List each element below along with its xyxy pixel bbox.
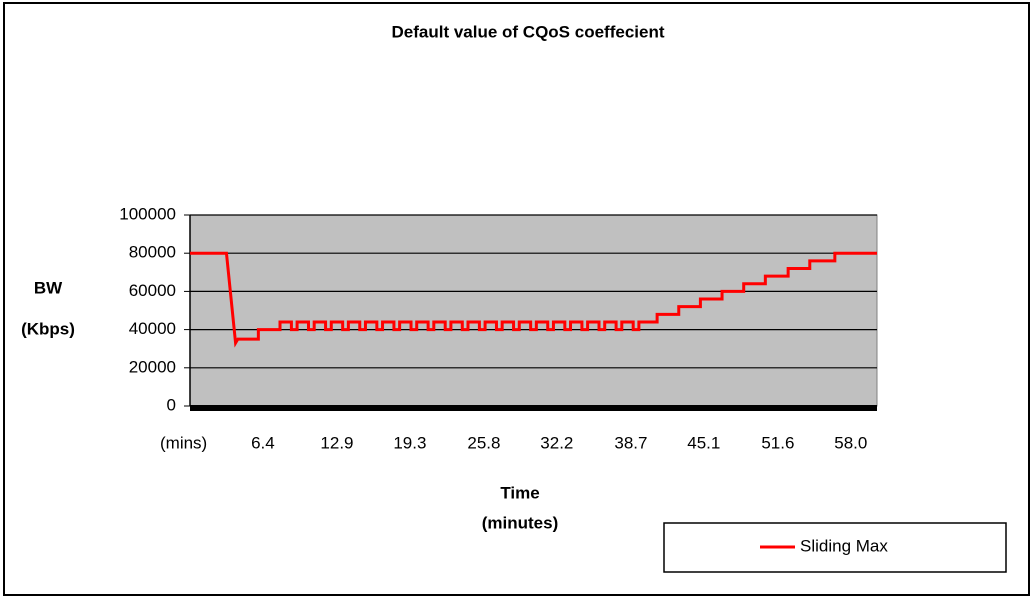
y-tick-label: 20000 <box>129 357 176 376</box>
x-tick-label: 45.1 <box>687 433 720 452</box>
x-tick-label: 38.7 <box>614 433 647 452</box>
x-tick-label: 25.8 <box>467 433 500 452</box>
x-tick-label: 51.6 <box>761 433 794 452</box>
x-tick-label: 19.3 <box>393 433 426 452</box>
x-axis-label: Time <box>500 483 539 502</box>
y-tick-label: 0 <box>167 395 176 414</box>
legend <box>663 522 1007 573</box>
legend-label: Sliding Max <box>800 536 888 555</box>
x-tick-label: 58.0 <box>834 433 867 452</box>
x-tick-label: 32.2 <box>540 433 573 452</box>
line-series <box>190 251 877 348</box>
x-axis-label: (minutes) <box>482 513 559 532</box>
x-tick-label: 6.4 <box>251 433 275 452</box>
chart-title: Default value of CQoS coeffecient <box>392 22 665 41</box>
x-tick-label: (mins) <box>160 433 207 452</box>
y-axis-label: BW <box>34 278 63 297</box>
x-axis <box>190 405 877 411</box>
y-tick-label: 100000 <box>119 204 176 223</box>
y-tick-label: 80000 <box>129 243 176 262</box>
y-axis-label: (Kbps) <box>21 319 75 338</box>
plot-area <box>189 214 878 407</box>
y-tick-label: 40000 <box>129 319 176 338</box>
x-tick-label: 12.9 <box>320 433 353 452</box>
y-tick-label: 60000 <box>129 281 176 300</box>
